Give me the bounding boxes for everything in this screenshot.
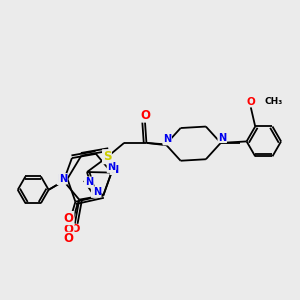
- Text: O: O: [64, 212, 74, 225]
- Text: O: O: [246, 97, 255, 107]
- Text: N: N: [218, 133, 226, 142]
- Text: S: S: [103, 150, 111, 163]
- Text: N: N: [163, 135, 171, 145]
- Text: N: N: [107, 162, 116, 172]
- Text: N: N: [110, 164, 118, 175]
- Text: N: N: [107, 162, 116, 172]
- Text: O: O: [140, 109, 150, 122]
- Text: O: O: [64, 224, 74, 236]
- Text: N: N: [163, 134, 171, 144]
- Text: O: O: [70, 224, 80, 234]
- Text: N: N: [57, 175, 65, 184]
- Text: N: N: [218, 133, 226, 142]
- Text: S: S: [103, 151, 111, 164]
- Text: N: N: [93, 187, 101, 197]
- Text: O: O: [63, 232, 73, 245]
- Text: N: N: [84, 177, 92, 187]
- Text: N: N: [59, 174, 67, 184]
- Text: CH₃: CH₃: [264, 97, 282, 106]
- Text: N: N: [59, 174, 67, 184]
- Text: N: N: [92, 188, 100, 197]
- Text: N: N: [163, 134, 171, 144]
- Text: N: N: [85, 177, 93, 187]
